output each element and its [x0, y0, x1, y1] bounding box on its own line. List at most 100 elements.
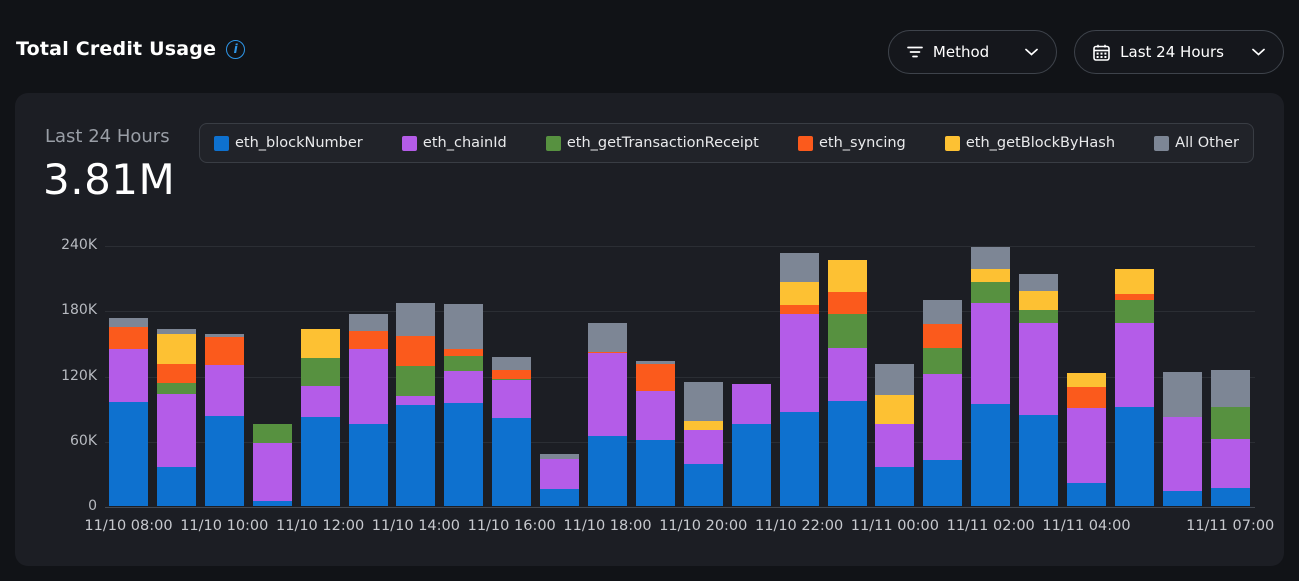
bar-segment-All Other[interactable] [779, 252, 819, 283]
bar-segment-All Other[interactable] [635, 361, 675, 364]
bar-segment-eth_chainId[interactable] [971, 302, 1011, 404]
legend-item-eth_blockNumber[interactable]: eth_blockNumber [214, 135, 363, 151]
bar-segment-eth_blockNumber[interactable] [156, 466, 196, 506]
stacked-bar-11/11 03:00[interactable] [1019, 274, 1059, 506]
legend-item-All Other[interactable]: All Other [1154, 135, 1239, 151]
bar-segment-eth_chainId[interactable] [779, 313, 819, 413]
bar-segment-eth_chainId[interactable] [635, 390, 675, 440]
bar-segment-eth_getBlockByHash[interactable] [827, 260, 867, 292]
bar-segment-eth_blockNumber[interactable] [204, 415, 244, 506]
bar-segment-eth_blockNumber[interactable] [1210, 487, 1250, 506]
bar-segment-eth_getBlockByHash[interactable] [1019, 290, 1059, 311]
bar-segment-All Other[interactable] [1019, 274, 1059, 291]
bar-segment-eth_syncing[interactable] [396, 336, 436, 366]
bar-segment-All Other[interactable] [683, 382, 723, 422]
method-filter-dropdown[interactable]: Method [887, 30, 1058, 74]
bar-segment-eth_getTransactionReceipt[interactable] [492, 378, 532, 380]
stacked-bar-11/11 04:00[interactable] [1067, 373, 1106, 506]
bar-segment-eth_getBlockByHash[interactable] [300, 328, 340, 359]
bar-segment-eth_syncing[interactable] [827, 291, 867, 314]
bar-segment-eth_getTransactionReceipt[interactable] [444, 355, 484, 372]
bar-segment-eth_getBlockByHash[interactable] [156, 334, 196, 364]
bar-segment-eth_blockNumber[interactable] [1114, 407, 1154, 506]
bar-segment-All Other[interactable] [971, 247, 1011, 269]
stacked-bar-11/10 14:00[interactable] [396, 302, 436, 506]
bar-segment-eth_getBlockByHash[interactable] [1114, 268, 1154, 294]
bar-segment-All Other[interactable] [875, 363, 915, 396]
bar-segment-eth_blockNumber[interactable] [971, 403, 1011, 506]
bar-segment-All Other[interactable] [396, 302, 436, 337]
bar-segment-All Other[interactable] [923, 300, 963, 325]
bar-segment-eth_syncing[interactable] [444, 349, 484, 356]
bar-segment-eth_chainId[interactable] [1210, 438, 1250, 488]
bar-segment-eth_getTransactionReceipt[interactable] [923, 348, 963, 375]
bar-segment-eth_chainId[interactable] [683, 429, 723, 464]
stacked-bar-11/11 00:00[interactable] [875, 363, 915, 506]
bar-segment-All Other[interactable] [156, 328, 196, 335]
stacked-bar-11/10 18:00[interactable] [588, 323, 627, 506]
stacked-bar-11/10 10:00[interactable] [204, 334, 244, 506]
bar-segment-eth_chainId[interactable] [875, 424, 915, 467]
bar-segment-eth_blockNumber[interactable] [588, 436, 627, 506]
bar-segment-eth_chainId[interactable] [348, 349, 388, 425]
bar-segment-eth_chainId[interactable] [1019, 323, 1059, 415]
bar-segment-eth_blockNumber[interactable] [444, 402, 484, 506]
bar-segment-eth_chainId[interactable] [731, 384, 771, 425]
bar-segment-eth_chainId[interactable] [252, 442, 292, 501]
stacked-bar-11/10 20:00[interactable] [683, 382, 723, 506]
bar-segment-eth_chainId[interactable] [444, 371, 484, 403]
bar-segment-eth_getTransactionReceipt[interactable] [1114, 300, 1154, 324]
bar-segment-eth_getBlockByHash[interactable] [683, 421, 723, 430]
bar-segment-All Other[interactable] [1210, 370, 1250, 408]
bar-segment-eth_chainId[interactable] [396, 396, 436, 405]
bar-segment-eth_getTransactionReceipt[interactable] [1019, 310, 1059, 324]
stacked-bar-11/11 05:00[interactable] [1114, 268, 1154, 506]
bar-segment-eth_chainId[interactable] [300, 386, 340, 417]
stacked-bar-11/10 21:00[interactable] [731, 384, 771, 506]
bar-segment-eth_syncing[interactable] [588, 351, 627, 353]
bar-segment-All Other[interactable] [540, 453, 580, 460]
bar-segment-All Other[interactable] [109, 317, 148, 327]
bar-segment-eth_getTransactionReceipt[interactable] [252, 424, 292, 443]
bar-segment-All Other[interactable] [444, 303, 484, 350]
bar-segment-eth_chainId[interactable] [492, 379, 532, 418]
stacked-bar-11/10 16:00[interactable] [492, 357, 532, 506]
bar-segment-eth_chainId[interactable] [1067, 408, 1106, 484]
bar-segment-eth_blockNumber[interactable] [1019, 414, 1059, 506]
bar-segment-eth_chainId[interactable] [827, 348, 867, 401]
stacked-bar-11/10 12:00[interactable] [300, 328, 340, 506]
bar-segment-All Other[interactable] [492, 357, 532, 371]
bar-segment-All Other[interactable] [588, 323, 627, 352]
bar-segment-eth_blockNumber[interactable] [300, 416, 340, 506]
bar-segment-eth_blockNumber[interactable] [923, 460, 963, 506]
stacked-bar-11/10 08:00[interactable] [109, 317, 148, 506]
info-icon[interactable]: i [226, 39, 246, 59]
stacked-bar-11/10 22:00[interactable] [779, 252, 819, 506]
bar-segment-eth_syncing[interactable] [779, 304, 819, 314]
bar-segment-eth_blockNumber[interactable] [348, 424, 388, 506]
bar-segment-eth_chainId[interactable] [540, 459, 580, 489]
stacked-bar-11/11 07:00[interactable] [1210, 370, 1250, 506]
bar-segment-eth_getTransactionReceipt[interactable] [300, 358, 340, 387]
bar-segment-eth_blockNumber[interactable] [252, 500, 292, 506]
stacked-bar-11/10 13:00[interactable] [348, 313, 388, 506]
bar-segment-eth_getBlockByHash[interactable] [1067, 373, 1106, 388]
bar-segment-eth_syncing[interactable] [1067, 387, 1106, 409]
bar-segment-eth_syncing[interactable] [156, 363, 196, 384]
stacked-bar-11/11 02:00[interactable] [971, 247, 1011, 506]
bar-segment-eth_syncing[interactable] [635, 363, 675, 391]
bar-segment-eth_syncing[interactable] [923, 324, 963, 349]
bar-segment-eth_syncing[interactable] [492, 370, 532, 379]
stacked-bar-11/10 23:00[interactable] [827, 260, 867, 506]
bar-segment-eth_getTransactionReceipt[interactable] [156, 383, 196, 394]
bar-segment-eth_blockNumber[interactable] [396, 404, 436, 506]
bar-segment-eth_chainId[interactable] [156, 394, 196, 467]
bar-segment-All Other[interactable] [348, 313, 388, 331]
legend-item-eth_getBlockByHash[interactable]: eth_getBlockByHash [944, 135, 1115, 151]
bar-segment-eth_chainId[interactable] [204, 364, 244, 416]
bar-segment-eth_chainId[interactable] [109, 349, 148, 402]
bar-segment-eth_chainId[interactable] [923, 374, 963, 461]
bar-segment-All Other[interactable] [1162, 372, 1202, 417]
bar-segment-eth_chainId[interactable] [588, 352, 627, 437]
bar-segment-eth_blockNumber[interactable] [683, 463, 723, 506]
